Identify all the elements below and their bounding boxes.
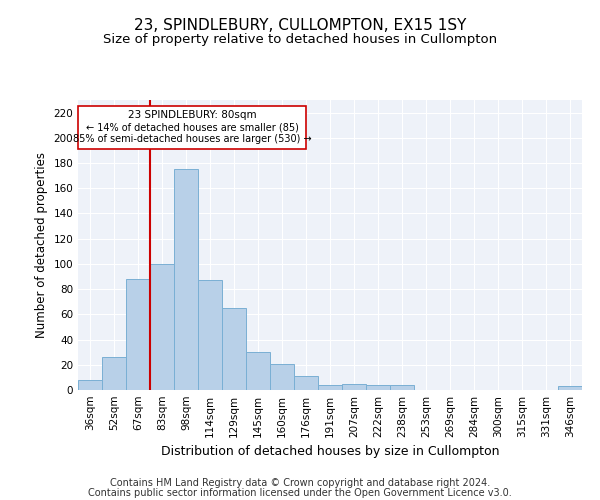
Bar (222, 308, 246, 390)
Text: 85% of semi-detached houses are larger (530) →: 85% of semi-detached houses are larger (… (73, 134, 311, 144)
Bar (126, 279, 150, 390)
Text: 23, SPINDLEBURY, CULLOMPTON, EX15 1SY: 23, SPINDLEBURY, CULLOMPTON, EX15 1SY (134, 18, 466, 32)
Text: Size of property relative to detached houses in Cullompton: Size of property relative to detached ho… (103, 32, 497, 46)
Bar (174, 170, 198, 390)
Bar (318, 385, 342, 390)
Bar (198, 280, 222, 390)
Bar (366, 385, 390, 390)
Text: Contains HM Land Registry data © Crown copyright and database right 2024.: Contains HM Land Registry data © Crown c… (110, 478, 490, 488)
Bar (270, 364, 294, 390)
Bar (150, 264, 174, 390)
Bar (558, 386, 582, 390)
Bar (102, 357, 126, 390)
Text: 23 SPINDLEBURY: 80sqm: 23 SPINDLEBURY: 80sqm (128, 110, 257, 120)
Bar (246, 352, 270, 390)
Y-axis label: Number of detached properties: Number of detached properties (35, 152, 48, 338)
Bar (390, 385, 414, 390)
FancyBboxPatch shape (79, 106, 306, 149)
Bar (294, 376, 318, 390)
Bar (78, 380, 102, 390)
Text: Contains public sector information licensed under the Open Government Licence v3: Contains public sector information licen… (88, 488, 512, 498)
Text: ← 14% of detached houses are smaller (85): ← 14% of detached houses are smaller (85… (86, 122, 299, 132)
X-axis label: Distribution of detached houses by size in Cullompton: Distribution of detached houses by size … (161, 446, 499, 458)
Bar (342, 384, 366, 390)
